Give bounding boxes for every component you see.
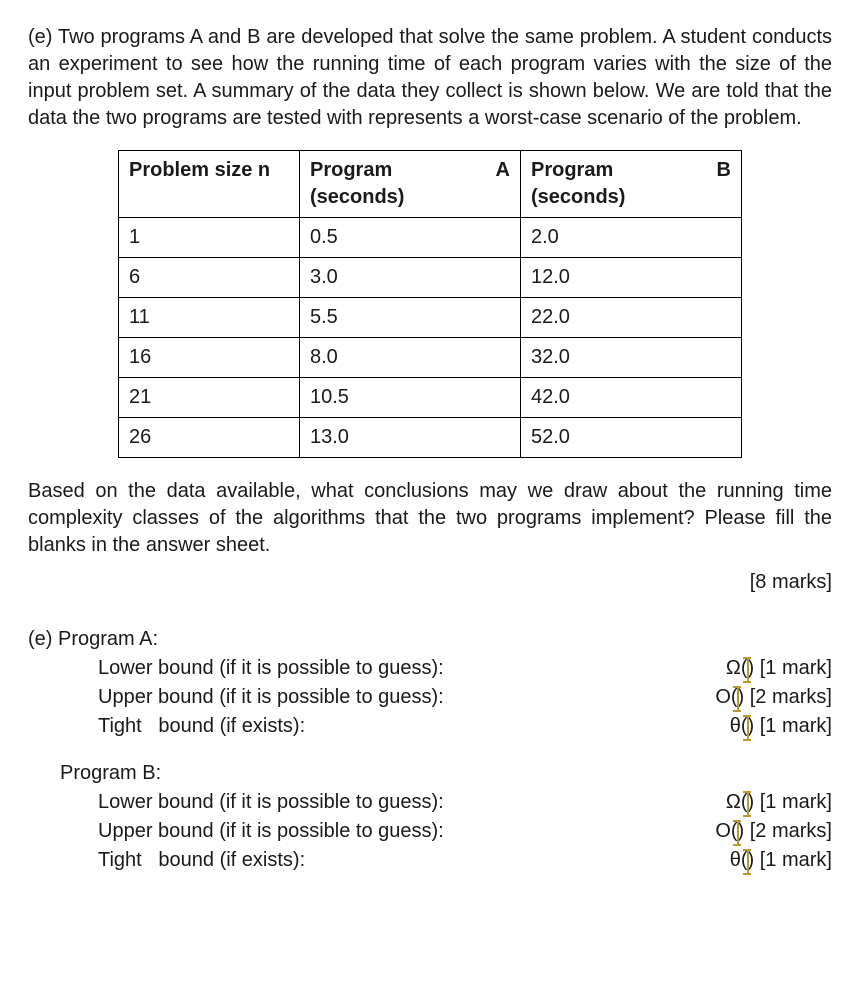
answer-row: Tight bound (if exists): θ() [1 mark] [98,847,832,874]
cell-a: 5.5 [300,298,521,338]
line-marks: [2 marks] [750,820,832,842]
table-row: 115.522.0 [119,298,742,338]
answer-label: Upper bound (if it is possible to guess)… [98,818,444,845]
answer-section: (e) Program A:Lower bound (if it is poss… [28,626,832,874]
line-marks: [1 mark] [760,849,832,871]
table-row: 10.52.0 [119,218,742,258]
symbol-prefix: O( [715,686,737,708]
answer-symbol-group: O() [2 marks] [715,684,832,711]
program-title: Program B: [60,760,832,787]
header-b-main: Program [531,157,613,184]
header-a-main: Program [310,157,392,184]
answer-symbol-group: Ω() [1 mark] [726,655,832,682]
answer-block: Lower bound (if it is possible to guess)… [98,789,832,874]
header-n: Problem size n [119,151,300,218]
total-marks: [8 marks] [28,569,832,596]
table-row: 63.012.0 [119,258,742,298]
cell-b: 2.0 [521,218,742,258]
line-marks: [1 mark] [760,791,832,813]
answer-label: Lower bound (if it is possible to guess)… [98,655,444,682]
intro-paragraph: (e) Two programs A and B are developed t… [28,24,832,132]
header-b-sub: (seconds) [531,186,625,208]
cell-b: 32.0 [521,338,742,378]
data-table: Problem size n Program A (seconds) Progr… [118,150,742,458]
answer-label: Tight bound (if exists): [98,713,305,740]
cell-a: 3.0 [300,258,521,298]
cell-n: 6 [119,258,300,298]
cell-n: 16 [119,338,300,378]
answer-label: Lower bound (if it is possible to guess)… [98,789,444,816]
answer-symbol-group: θ() [1 mark] [730,847,832,874]
symbol-prefix: θ( [730,849,748,871]
cell-b: 52.0 [521,418,742,458]
cell-b: 22.0 [521,298,742,338]
answer-row: Upper bound (if it is possible to guess)… [98,818,832,845]
header-a: Program A (seconds) [300,151,521,218]
symbol-prefix: Ω( [726,791,748,813]
program-title: (e) Program A: [28,626,832,653]
program-title-text: Program A: [58,628,158,650]
table-row: 168.032.0 [119,338,742,378]
line-marks: [2 marks] [750,686,832,708]
answer-label: Tight bound (if exists): [98,847,305,874]
header-a-sub: (seconds) [310,186,404,208]
line-marks: [1 mark] [760,657,832,679]
symbol-prefix: O( [715,820,737,842]
cell-b: 42.0 [521,378,742,418]
answer-row: Upper bound (if it is possible to guess)… [98,684,832,711]
table-row: 2613.052.0 [119,418,742,458]
header-a-letter: A [496,157,510,184]
cell-a: 8.0 [300,338,521,378]
answer-symbol-group: O() [2 marks] [715,818,832,845]
cell-b: 12.0 [521,258,742,298]
section-prefix: (e) [28,628,58,650]
answer-row: Tight bound (if exists): θ() [1 mark] [98,713,832,740]
answer-symbol-group: Ω() [1 mark] [726,789,832,816]
answer-block: Lower bound (if it is possible to guess)… [98,655,832,740]
answer-label: Upper bound (if it is possible to guess)… [98,684,444,711]
cell-n: 26 [119,418,300,458]
symbol-prefix: Ω( [726,657,748,679]
cell-n: 21 [119,378,300,418]
answer-symbol-group: θ() [1 mark] [730,713,832,740]
cell-a: 0.5 [300,218,521,258]
header-b: Program B (seconds) [521,151,742,218]
cell-n: 1 [119,218,300,258]
answer-row: Lower bound (if it is possible to guess)… [98,655,832,682]
table-row: 2110.542.0 [119,378,742,418]
header-b-letter: B [717,157,731,184]
line-marks: [1 mark] [760,715,832,737]
answer-row: Lower bound (if it is possible to guess)… [98,789,832,816]
cell-n: 11 [119,298,300,338]
header-n-text: Problem size n [129,159,270,181]
cell-a: 10.5 [300,378,521,418]
instructions-paragraph: Based on the data available, what conclu… [28,478,832,559]
symbol-prefix: θ( [730,715,748,737]
cell-a: 13.0 [300,418,521,458]
program-title-text: Program B: [60,762,161,784]
table-body: 10.52.063.012.0115.522.0168.032.02110.54… [119,218,742,458]
